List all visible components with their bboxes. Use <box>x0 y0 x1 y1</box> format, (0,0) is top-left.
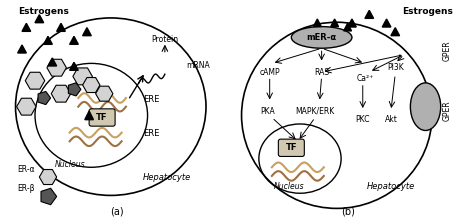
Text: TF: TF <box>285 143 297 152</box>
Text: Ca²⁺: Ca²⁺ <box>356 74 374 83</box>
Polygon shape <box>331 19 338 27</box>
Text: PI3K: PI3K <box>387 63 403 72</box>
Polygon shape <box>47 59 66 76</box>
Text: (a): (a) <box>110 207 124 217</box>
Polygon shape <box>82 28 91 36</box>
Ellipse shape <box>292 27 352 48</box>
Polygon shape <box>365 10 374 18</box>
Text: PKC: PKC <box>356 115 370 124</box>
FancyBboxPatch shape <box>278 139 304 157</box>
Text: RAS: RAS <box>314 67 329 77</box>
Polygon shape <box>391 28 400 36</box>
Text: mRNA: mRNA <box>187 61 210 70</box>
Text: MAPK/ERK: MAPK/ERK <box>295 107 335 115</box>
Text: GPER: GPER <box>443 101 452 121</box>
Polygon shape <box>82 77 100 93</box>
Polygon shape <box>17 98 36 115</box>
Text: cAMP: cAMP <box>259 67 280 77</box>
Text: Nucleus: Nucleus <box>274 182 304 191</box>
Text: Protein: Protein <box>151 35 178 44</box>
Text: Hepatocyte: Hepatocyte <box>367 182 415 191</box>
Polygon shape <box>57 23 65 31</box>
Polygon shape <box>18 45 27 53</box>
Text: Estrogens: Estrogens <box>402 7 453 16</box>
Polygon shape <box>39 170 57 184</box>
Text: ER-β: ER-β <box>18 184 35 193</box>
Ellipse shape <box>410 83 441 131</box>
Text: PKA: PKA <box>260 107 275 115</box>
Text: Hepatocyte: Hepatocyte <box>143 173 191 182</box>
FancyBboxPatch shape <box>89 109 115 126</box>
Text: (b): (b) <box>341 207 355 217</box>
Polygon shape <box>22 23 31 31</box>
Polygon shape <box>96 86 113 101</box>
Polygon shape <box>70 36 78 44</box>
Polygon shape <box>313 19 321 27</box>
Polygon shape <box>38 91 51 105</box>
Text: mER-α: mER-α <box>307 33 337 42</box>
Polygon shape <box>44 36 52 44</box>
Text: Nucleus: Nucleus <box>55 160 85 169</box>
Text: ERE: ERE <box>143 95 160 104</box>
Polygon shape <box>344 23 352 31</box>
Polygon shape <box>68 83 81 96</box>
Polygon shape <box>382 19 391 27</box>
Polygon shape <box>73 68 92 85</box>
Text: ERE: ERE <box>143 129 160 138</box>
Polygon shape <box>51 85 71 102</box>
Polygon shape <box>41 188 57 205</box>
Polygon shape <box>85 111 93 120</box>
Text: ER-α: ER-α <box>18 165 36 174</box>
Text: Akt: Akt <box>384 115 397 124</box>
Polygon shape <box>48 58 57 66</box>
Polygon shape <box>347 19 356 27</box>
Polygon shape <box>70 62 78 70</box>
Polygon shape <box>35 15 44 23</box>
Text: Estrogens: Estrogens <box>18 7 69 16</box>
Text: GPER: GPER <box>443 40 452 61</box>
Polygon shape <box>25 72 45 89</box>
Text: TF: TF <box>96 113 108 122</box>
